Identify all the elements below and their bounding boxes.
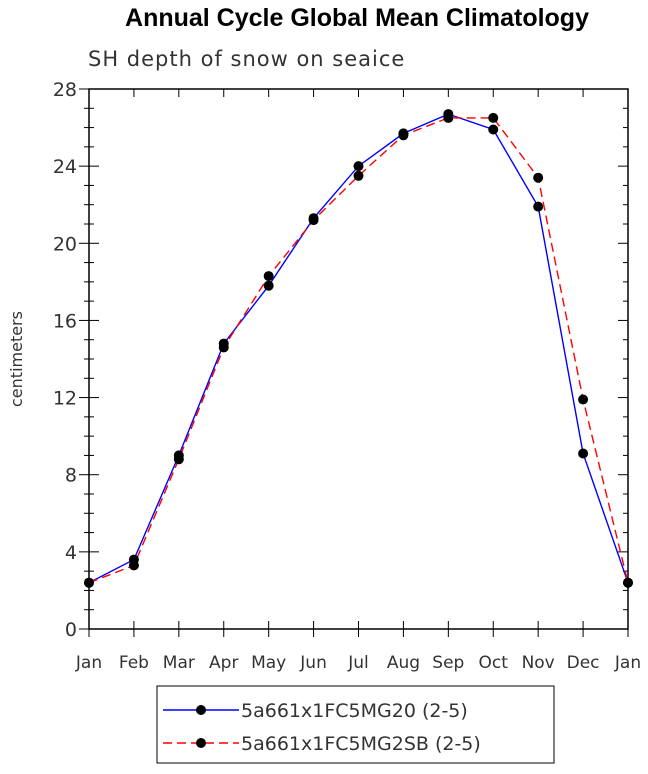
x-tick-label: Jul — [347, 653, 369, 673]
legend-marker-1 — [196, 705, 206, 715]
legend-label-1: 5a661x1FC5MG20 (2-5) — [241, 700, 468, 722]
series-1-point — [263, 280, 274, 291]
x-tick-label: Oct — [479, 653, 509, 673]
series-2-point — [533, 172, 544, 183]
x-tick-label: Aug — [387, 653, 420, 673]
series-1-point — [353, 161, 364, 172]
series-2-point — [488, 112, 499, 123]
x-tick-label: May — [251, 653, 286, 673]
legend-box — [156, 685, 555, 764]
x-tick-label: Dec — [567, 653, 600, 673]
plot-area: 0 4 8 12 16 20 24 28 Jan Feb Mar Apr May Jun Jul Aug Sep… — [53, 79, 641, 673]
y-tick-label: 20 — [53, 233, 77, 255]
y-tick-label: 0 — [65, 619, 77, 641]
legend-label-2: 5a661x1FC5MG2SB (2-5) — [241, 733, 481, 755]
x-tick-label: Mar — [163, 653, 195, 673]
series-2-point — [443, 112, 454, 123]
x-tick-label: Sep — [432, 653, 464, 673]
series-2-point — [263, 271, 274, 282]
series-2-point — [128, 560, 139, 571]
x-tick-label: Nov — [522, 653, 555, 673]
legend-marker-2 — [196, 738, 206, 748]
series-2-point — [398, 130, 409, 141]
series-1-point — [488, 124, 499, 135]
y-axis-label: centimeters — [7, 311, 26, 407]
series-2-point — [623, 577, 633, 588]
x-tick-label: Jan — [75, 653, 102, 673]
y-tick-label: 16 — [53, 310, 77, 332]
series-2-point — [173, 454, 184, 465]
series-2-point — [218, 342, 229, 353]
x-tick-label: Jun — [299, 653, 327, 673]
series-2-point — [308, 215, 319, 226]
series-2-point — [84, 577, 94, 588]
x-tick-label: Jan — [614, 653, 641, 673]
series-line-1 — [88, 113, 629, 584]
chart-subtitle: SH depth of snow on seaice — [88, 47, 405, 71]
x-tick-label: Feb — [119, 653, 149, 673]
chart-title: Annual Cycle Global Mean Climatology — [125, 4, 589, 32]
y-tick-label: 12 — [53, 388, 77, 410]
series-2-point — [578, 394, 589, 405]
x-tick-label: Apr — [209, 653, 238, 673]
series-2-point — [353, 170, 364, 181]
series-line-2 — [88, 117, 629, 584]
series-1-point — [533, 201, 544, 212]
y-tick-label: 24 — [53, 156, 77, 178]
legend: 5a661x1FC5MG20 (2-5) 5a661x1FC5MG2SB (2-5… — [156, 685, 555, 764]
y-tick-label: 4 — [65, 542, 77, 564]
y-tick-label: 28 — [53, 79, 77, 101]
y-tick-label: 8 — [65, 465, 77, 487]
series-1-point — [578, 448, 589, 459]
